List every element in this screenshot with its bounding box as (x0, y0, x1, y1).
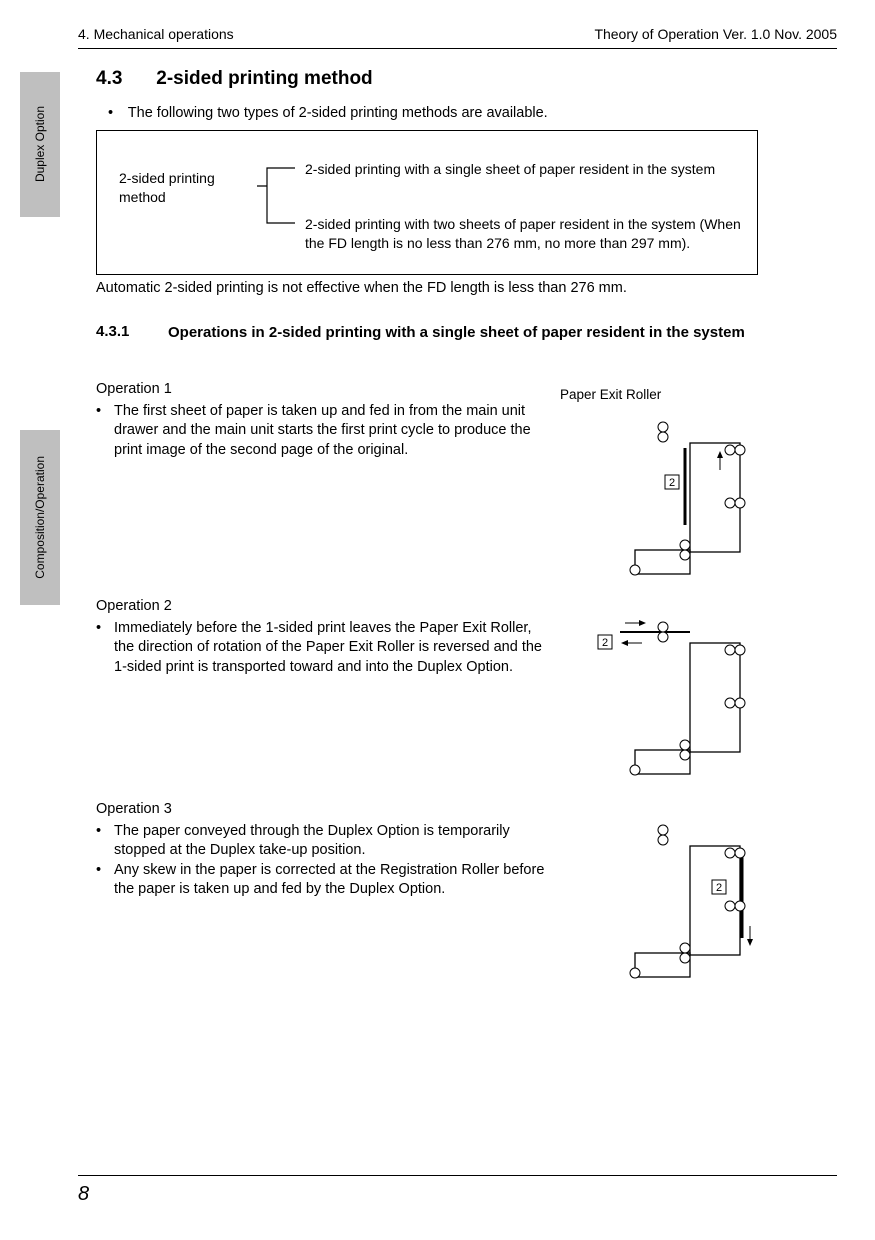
list-item: • The first sheet of paper is taken up a… (96, 402, 546, 461)
page-number: 8 (78, 1183, 89, 1206)
figure-operation-2: 2 (590, 615, 760, 785)
header-rule (78, 48, 837, 49)
operation-2: Operation 2 • Immediately before the 1-s… (96, 597, 546, 677)
operation-2-title: Operation 2 (96, 597, 546, 617)
operation-3: Operation 3 • The paper conveyed through… (96, 800, 546, 900)
operation-1-title: Operation 1 (96, 380, 546, 400)
subsection-title: Operations in 2-sided printing with a si… (168, 323, 756, 343)
section-number: 4.3 (96, 68, 151, 90)
side-tab-duplex-label: Duplex Option (33, 106, 47, 182)
sheet-number: 2 (669, 477, 675, 489)
bracket-icon (97, 131, 757, 276)
intro-bullet: • The following two types of 2-sided pri… (108, 105, 548, 121)
bullet-icon: • (108, 105, 124, 121)
side-tab-composition-label: Composition/Operation (33, 456, 47, 579)
figure-operation-1: 2 (590, 415, 760, 585)
bullet-icon: • (96, 861, 114, 900)
footer-rule (78, 1175, 837, 1176)
diagram-caption: Automatic 2-sided printing is not effect… (96, 280, 627, 296)
method-diagram-box: 2-sided printing method 2-sided printing… (96, 130, 758, 275)
list-item: • The paper conveyed through the Duplex … (96, 822, 546, 861)
page: Duplex Option Composition/Operation 4. M… (0, 0, 875, 1240)
operation-1-bullet-1: The first sheet of paper is taken up and… (114, 402, 546, 461)
figure-operation-3: 2 (590, 818, 760, 988)
list-item: • Any skew in the paper is corrected at … (96, 861, 546, 900)
section-title-text: 2-sided printing method (156, 68, 372, 89)
sheet-number: 2 (716, 882, 722, 894)
sheet-number: 2 (602, 637, 608, 649)
list-item: • Immediately before the 1-sided print l… (96, 619, 546, 678)
bullet-icon: • (96, 822, 114, 861)
section-title: 4.3 2-sided printing method (96, 68, 373, 90)
header-left: 4. Mechanical operations (78, 26, 234, 42)
bullet-icon: • (96, 619, 114, 678)
operation-1: Operation 1 • The first sheet of paper i… (96, 380, 546, 460)
intro-text: The following two types of 2-sided print… (128, 105, 548, 121)
side-tab-duplex: Duplex Option (20, 72, 60, 217)
operation-2-bullet-1: Immediately before the 1-sided print lea… (114, 619, 546, 678)
subsection-number: 4.3.1 (96, 323, 168, 343)
operation-3-title: Operation 3 (96, 800, 546, 820)
operation-3-bullet-1: The paper conveyed through the Duplex Op… (114, 822, 546, 861)
bullet-icon: • (96, 402, 114, 461)
subsection-heading: 4.3.1 Operations in 2-sided printing wit… (96, 323, 756, 343)
page-header: 4. Mechanical operations Theory of Opera… (78, 26, 837, 42)
side-tab-composition: Composition/Operation (20, 430, 60, 605)
header-right: Theory of Operation Ver. 1.0 Nov. 2005 (594, 26, 837, 42)
figure-label: Paper Exit Roller (560, 387, 661, 402)
operation-3-bullet-2: Any skew in the paper is corrected at th… (114, 861, 546, 900)
